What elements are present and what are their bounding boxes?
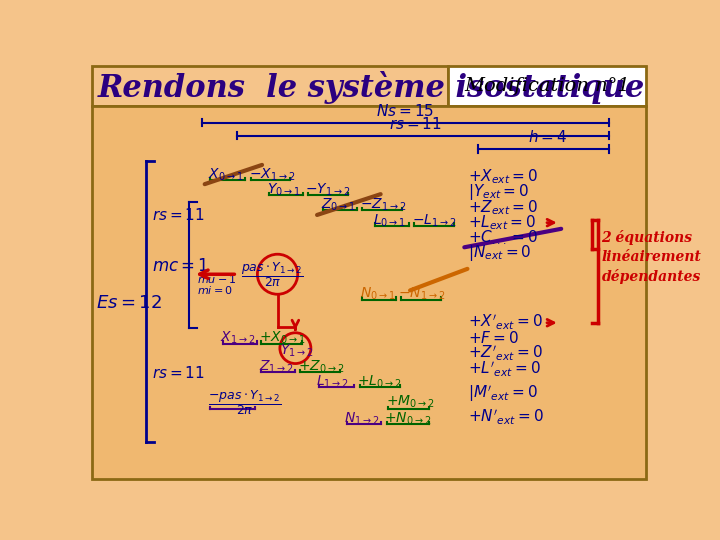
Text: Rendons  le système isostatique: Rendons le système isostatique (98, 71, 645, 104)
Text: $+X'_{ext} = 0$: $+X'_{ext} = 0$ (468, 313, 543, 333)
Text: $mc = 1$: $mc = 1$ (152, 258, 209, 275)
Text: $\mathit{r}s = 11$: $\mathit{r}s = 11$ (152, 365, 205, 381)
Text: $\dfrac{pas \cdot Y_{1\rightarrow 2}}{2\pi}$: $\dfrac{pas \cdot Y_{1\rightarrow 2}}{2\… (241, 260, 304, 289)
Text: $L_{1\rightarrow 2}$: $L_{1\rightarrow 2}$ (316, 374, 349, 390)
Text: $+L'_{ext} = 0$: $+L'_{ext} = 0$ (468, 359, 541, 379)
Text: $+ Z_{0\rightarrow 2}$: $+ Z_{0\rightarrow 2}$ (297, 359, 344, 375)
Text: $+ N_{0\rightarrow 2}$: $+ N_{0\rightarrow 2}$ (384, 411, 432, 427)
Text: $N_{1\rightarrow 2}$: $N_{1\rightarrow 2}$ (344, 411, 380, 427)
Text: $- X_{1\rightarrow 2}$: $- X_{1\rightarrow 2}$ (249, 167, 295, 183)
Text: $Ns = 15$: $Ns = 15$ (377, 103, 434, 119)
Text: $- Y_{1\rightarrow 2}$: $- Y_{1\rightarrow 2}$ (305, 181, 351, 198)
Text: $Z_{1\rightarrow 2}$: $Z_{1\rightarrow 2}$ (259, 359, 294, 375)
Text: $\dfrac{-pas \cdot Y_{1\rightarrow 2}}{2\pi}$: $\dfrac{-pas \cdot Y_{1\rightarrow 2}}{2… (208, 388, 281, 416)
Text: $+X_{ext} = 0$: $+X_{ext} = 0$ (468, 167, 539, 186)
Text: $\mathit{r}s = 11$: $\mathit{r}s = 11$ (152, 207, 205, 223)
Text: $X_{0\rightarrow 1}$: $X_{0\rightarrow 1}$ (208, 167, 243, 183)
Bar (91, 106, 647, 479)
Text: $- L_{1\rightarrow 2}$: $- L_{1\rightarrow 2}$ (412, 212, 456, 228)
Text: $Es = 12$: $Es = 12$ (96, 294, 162, 313)
Text: $|M'_{ext} = 0$: $|M'_{ext} = 0$ (468, 383, 538, 404)
Text: $X_{1\rightarrow 2}$: $X_{1\rightarrow 2}$ (220, 330, 256, 346)
Text: $+N'_{ext} = 0$: $+N'_{ext} = 0$ (468, 408, 544, 427)
Text: $\mathit{r}s = 11$: $\mathit{r}s = 11$ (389, 116, 442, 132)
Text: $|Y_{ext} = 0$: $|Y_{ext} = 0$ (468, 182, 529, 202)
Text: $+Z'_{ext} = 0$: $+Z'_{ext} = 0$ (468, 344, 543, 363)
Text: 2 équations
linéairement
dépendantes: 2 équations linéairement dépendantes (601, 231, 701, 284)
Text: $h = 4$: $h = 4$ (528, 129, 567, 145)
Text: $N_{0\rightarrow 1}$: $N_{0\rightarrow 1}$ (360, 286, 395, 302)
Text: $+Z_{ext} = 0$: $+Z_{ext} = 0$ (468, 198, 539, 217)
Text: $mi = 0$: $mi = 0$ (197, 284, 233, 295)
Text: $+ L_{0\rightarrow 2}$: $+ L_{0\rightarrow 2}$ (357, 374, 402, 390)
Text: $|N_{ext} = 0$: $|N_{ext} = 0$ (468, 244, 531, 264)
Text: $Y_{0\rightarrow 1}$: $Y_{0\rightarrow 1}$ (266, 181, 300, 198)
Bar (448, 66, 647, 106)
Text: $+M_{0\rightarrow 2}$: $+M_{0\rightarrow 2}$ (386, 394, 435, 410)
Text: $+F = 0$: $+F = 0$ (468, 330, 519, 346)
Text: $Z_{0\rightarrow 1}$: $Z_{0\rightarrow 1}$ (321, 197, 356, 213)
Text: $- N_{1\rightarrow 2}$: $- N_{1\rightarrow 2}$ (398, 286, 446, 302)
Text: $Y_{1\rightarrow 2}$: $Y_{1\rightarrow 2}$ (280, 343, 314, 360)
Text: $+C_{...} = 0$: $+C_{...} = 0$ (468, 229, 538, 247)
Bar (91, 66, 448, 106)
Text: $- Z_{1\rightarrow 2}$: $- Z_{1\rightarrow 2}$ (360, 197, 406, 213)
Text: Modification n°1: Modification n°1 (464, 77, 630, 96)
Text: $+L_{ext} = 0$: $+L_{ext} = 0$ (468, 213, 536, 232)
Text: $+X_{0\rightarrow 1}$: $+X_{0\rightarrow 1}$ (259, 330, 305, 346)
Text: $L_{0\rightarrow 1}$: $L_{0\rightarrow 1}$ (373, 212, 406, 228)
Text: $mu-1$: $mu-1$ (197, 273, 236, 285)
